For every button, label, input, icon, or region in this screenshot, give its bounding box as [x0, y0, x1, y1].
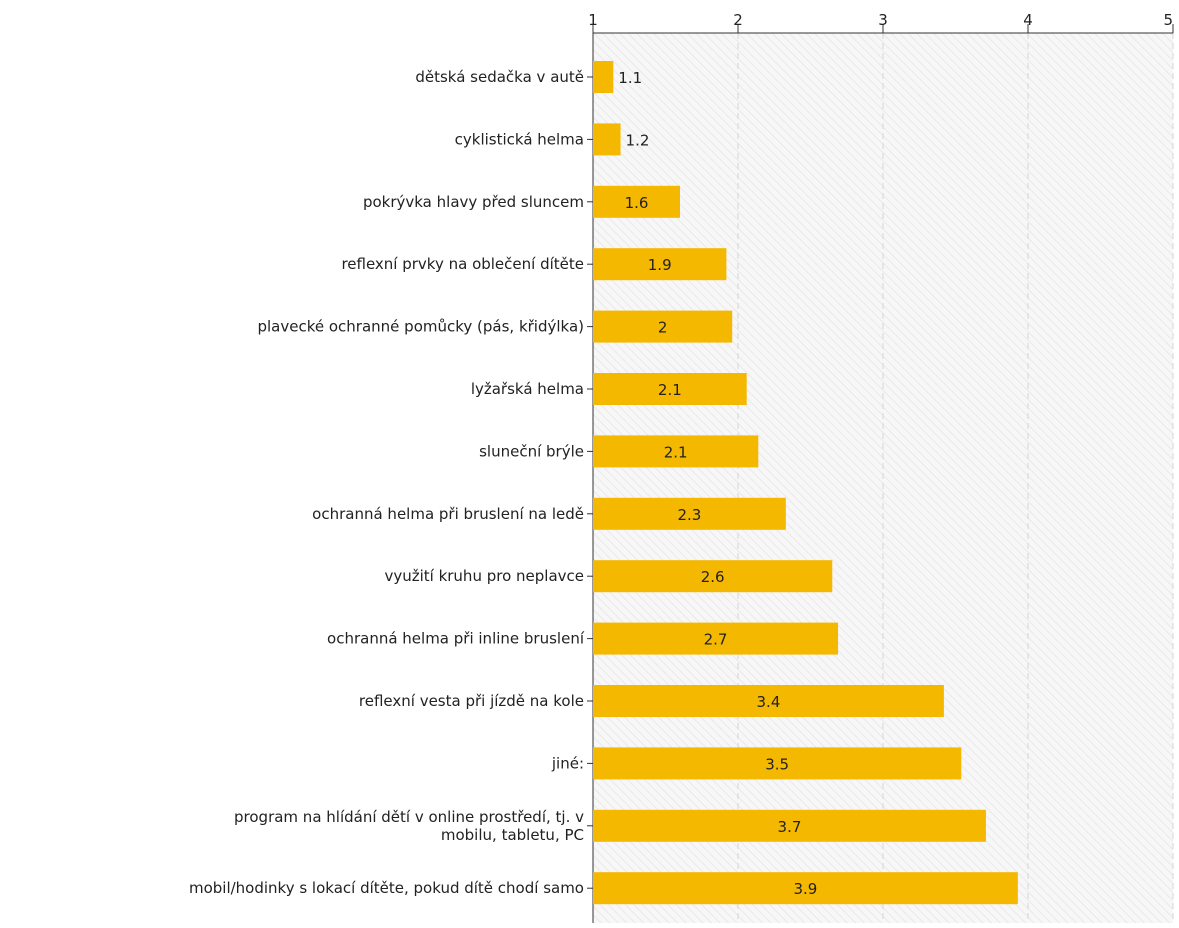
category-label: lyžařská helma	[471, 380, 584, 398]
bar	[593, 435, 759, 468]
bar	[593, 497, 786, 530]
bar	[593, 310, 733, 343]
data-label: 2.1	[658, 381, 682, 399]
bar	[593, 373, 747, 405]
data-label: 3.9	[793, 880, 817, 898]
data-label: 2.1	[664, 443, 688, 461]
x-tick-label: 5	[1163, 11, 1173, 29]
data-label: 3.4	[757, 693, 781, 711]
bar	[593, 560, 833, 593]
data-label: 2.3	[677, 506, 701, 524]
category-label: mobilu, tabletu, PC	[441, 826, 584, 844]
data-label: 1.6	[625, 194, 649, 212]
data-label: 1.1	[618, 69, 642, 87]
category-label: jiné:	[551, 754, 584, 772]
category-label: ochranná helma při bruslení na ledě	[312, 505, 584, 523]
category-label: plavecké ochranné pomůcky (pás, křidýlka…	[257, 318, 584, 336]
bar	[593, 622, 839, 655]
bar	[593, 685, 944, 717]
bar	[593, 185, 680, 218]
bar	[593, 747, 962, 780]
data-label: 2	[658, 319, 668, 337]
category-label: cyklistická helma	[455, 130, 584, 148]
category-label: reflexní vesta při jízdě na kole	[359, 692, 584, 710]
data-label: 3.7	[778, 818, 802, 836]
category-label: program na hlídání dětí v online prostře…	[234, 808, 584, 826]
data-label: 1.9	[648, 256, 672, 274]
category-label: sluneční brýle	[479, 442, 584, 460]
data-label: 3.5	[765, 755, 789, 773]
x-tick-label: 3	[878, 11, 888, 29]
data-label: 1.2	[626, 131, 650, 149]
category-label: pokrývka hlavy před sluncem	[363, 193, 584, 211]
bar	[593, 809, 986, 842]
category-label: využití kruhu pro neplavce	[384, 567, 584, 585]
x-tick-label: 1	[588, 11, 598, 29]
category-label: mobil/hodinky s lokací dítěte, pokud dít…	[189, 879, 584, 897]
bar	[593, 123, 621, 156]
data-label: 2.7	[704, 631, 728, 649]
x-tick-label: 4	[1023, 11, 1033, 29]
category-label: dětská sedačka v autě	[415, 68, 584, 86]
data-label: 2.6	[701, 568, 725, 586]
category-label: reflexní prvky na oblečení dítěte	[341, 255, 584, 273]
bar	[593, 872, 1018, 905]
x-tick-label: 2	[733, 11, 743, 29]
bar	[593, 61, 614, 93]
category-label: ochranná helma při inline bruslení	[327, 630, 585, 648]
bar	[593, 248, 727, 281]
